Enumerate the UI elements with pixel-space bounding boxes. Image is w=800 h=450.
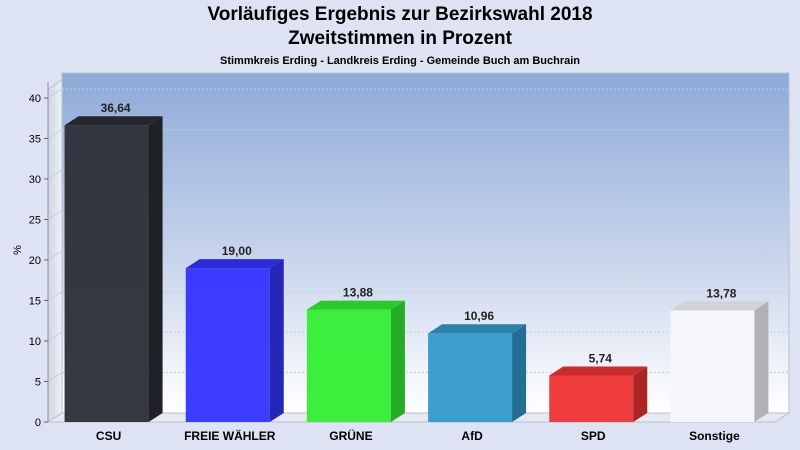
y-tick-label: 25	[29, 215, 41, 227]
x-tick-label: Sonstige	[689, 429, 740, 443]
data-label: 19,00	[222, 244, 252, 258]
data-label: 13,88	[343, 286, 373, 300]
grid-lines	[47, 88, 789, 382]
bar	[670, 301, 769, 422]
data-label: 5,74	[589, 352, 613, 366]
data-label: 10,96	[464, 309, 494, 323]
data-label: 13,78	[706, 286, 736, 300]
data-label: 36,64	[101, 101, 131, 115]
y-tick-label: 10	[29, 336, 41, 348]
y-tick-label: 35	[29, 134, 41, 146]
x-tick-label: GRÜNE	[329, 428, 372, 443]
bar-side	[512, 324, 527, 422]
y-tick-label: 20	[29, 255, 41, 267]
x-axis: CSU FREIE WÄHLER GRÜNE AfD SPD Sonstige	[96, 428, 740, 443]
chart-title: Vorläufiges Ergebnis zur Bezirkswahl 201…	[207, 4, 593, 25]
y-tick-label: 5	[35, 377, 41, 389]
bar-side	[148, 116, 163, 422]
grid-line-side	[47, 88, 63, 99]
grid-line-side	[47, 250, 63, 261]
bar-top	[64, 116, 163, 126]
x-tick-label: FREIE WÄHLER	[184, 428, 276, 443]
y-tick-label: 0	[35, 417, 41, 429]
bar-top	[185, 259, 284, 269]
y-axis-label: %	[12, 245, 24, 255]
chart-subtitle: Stimmkreis Erding - Landkreis Erding - G…	[219, 55, 581, 67]
bar-top	[428, 324, 527, 334]
grid-line-side	[47, 291, 63, 301]
bar-front	[306, 309, 391, 422]
bar-side	[633, 366, 648, 422]
grid-line-side	[47, 169, 63, 180]
bar-front	[185, 268, 270, 422]
bar-top	[306, 300, 405, 310]
bar	[64, 116, 163, 422]
bar-side	[269, 259, 284, 422]
bar	[549, 366, 648, 422]
bar	[185, 259, 284, 422]
y-axis: 0 5 10 15 20 25 30 35 40%	[12, 82, 49, 429]
x-tick-label: CSU	[96, 429, 121, 443]
y-tick-label: 15	[29, 296, 41, 308]
y-tick-label: 30	[29, 174, 41, 186]
grid-line-side	[47, 129, 63, 139]
chart-title-line2: Zweitstimmen in Prozent	[288, 28, 512, 49]
x-tick-label: AfD	[461, 429, 483, 443]
bar-side	[390, 300, 405, 422]
grid-line-side	[47, 331, 63, 342]
bar-series: 36,64 19,00 13,88 10,96 5,74 13,78	[64, 101, 769, 422]
y-tick-label: 40	[29, 93, 41, 105]
bar-front	[670, 310, 755, 422]
bar	[428, 324, 527, 422]
grid-line-side	[47, 372, 63, 382]
bar-side	[754, 301, 769, 422]
bar-front	[549, 375, 634, 422]
x-tick-label: SPD	[581, 429, 606, 443]
bar	[306, 300, 405, 422]
bar-front	[428, 333, 513, 422]
bar-top	[670, 301, 769, 311]
bar-front	[64, 125, 149, 422]
grid-line-side	[47, 210, 63, 220]
bar-top	[549, 366, 648, 376]
